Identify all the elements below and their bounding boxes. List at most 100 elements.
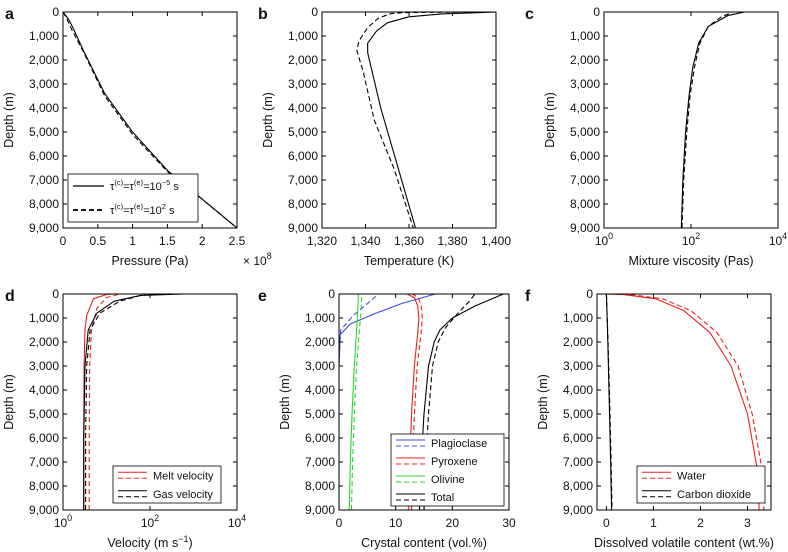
panel-letter-d: d bbox=[5, 288, 15, 305]
series-group-b bbox=[356, 12, 496, 228]
x-tick-label-a-4: 2 bbox=[199, 234, 206, 248]
y-tick-label-a-0: 0 bbox=[52, 5, 59, 19]
y-tick-label-b-3: 3,000 bbox=[288, 77, 318, 91]
legend-label-a-1: τ(c)=τ(e)=102 s bbox=[110, 202, 175, 217]
y-tick-label-a-5: 5,000 bbox=[29, 125, 59, 139]
panel-letter-b: b bbox=[258, 6, 268, 23]
series-group-c bbox=[680, 12, 745, 228]
y-tick-label-e-6: 6,000 bbox=[305, 431, 335, 445]
y-tick-label-b-8: 8,000 bbox=[288, 197, 318, 211]
y-tick-label-f-8: 8,000 bbox=[563, 479, 593, 493]
y-tick-label-b-2: 2,000 bbox=[288, 53, 318, 67]
series-line-f-1 bbox=[606, 294, 765, 510]
y-tick-label-d-7: 7,000 bbox=[29, 455, 59, 469]
series-group-d bbox=[83, 294, 184, 510]
x-tick-label-a-5: 2.5 bbox=[229, 234, 246, 248]
x-tick-label-a-3: 1.5 bbox=[159, 234, 176, 248]
x-tick-label-c-2: 104 bbox=[769, 231, 787, 248]
y-tick-label-c-0: 0 bbox=[593, 5, 600, 19]
y-tick-label-a-2: 2,000 bbox=[29, 53, 59, 67]
y-tick-label-e-7: 7,000 bbox=[305, 455, 335, 469]
x-axis-label-b: Temperature (K) bbox=[364, 254, 454, 268]
y-tick-label-f-4: 4,000 bbox=[563, 383, 593, 397]
y-tick-label-c-5: 5,000 bbox=[570, 125, 600, 139]
y-tick-label-b-6: 6,000 bbox=[288, 149, 318, 163]
series-line-e-0 bbox=[339, 294, 436, 510]
x-tick-label-b-3: 1,380 bbox=[437, 234, 467, 248]
legend-a: τ(c)=τ(e)=10−5 s τ(c)=τ(e)=102 s bbox=[67, 173, 199, 223]
x-tick-label-d-0: 100 bbox=[54, 513, 72, 530]
panel-letter-a: a bbox=[5, 6, 14, 23]
y-tick-label-f-0: 0 bbox=[586, 287, 593, 301]
x-tick-label-a-1: 0.5 bbox=[89, 234, 106, 248]
y-tick-label-c-7: 7,000 bbox=[570, 173, 600, 187]
legend-label-e-0: Plagioclase bbox=[431, 438, 487, 450]
y-tick-label-f-5: 5,000 bbox=[563, 407, 593, 421]
x-tick-label-b-4: 1,400 bbox=[481, 234, 511, 248]
y-tick-label-d-9: 9,000 bbox=[29, 503, 59, 517]
y-tick-label-e-8: 8,000 bbox=[305, 479, 335, 493]
y-tick-label-f-3: 3,000 bbox=[563, 359, 593, 373]
plot-frame-e bbox=[338, 293, 510, 511]
series-line-d-2 bbox=[83, 294, 184, 510]
x-axis-label-f: Dissolved volatile content (wt.%) bbox=[594, 536, 774, 550]
y-tick-label-e-2: 2,000 bbox=[305, 335, 335, 349]
y-tick-label-d-2: 2,000 bbox=[29, 335, 59, 349]
plot-frame-a bbox=[62, 11, 238, 229]
y-tick-label-a-9: 9,000 bbox=[29, 221, 59, 235]
y-tick-label-f-9: 9,000 bbox=[563, 503, 593, 517]
legend-label-f-0: Water bbox=[677, 470, 706, 482]
plot-frame-f bbox=[596, 293, 772, 511]
y-tick-label-d-5: 5,000 bbox=[29, 407, 59, 421]
y-tick-label-a-1: 1,000 bbox=[29, 29, 59, 43]
panel-c: 0 1,000 2,000 3,000 4,000 5,000 6,000 7,000 8,00… bbox=[525, 5, 787, 268]
y-tick-label-b-7: 7,000 bbox=[288, 173, 318, 187]
x-tick-label-e-2: 20 bbox=[446, 516, 460, 530]
panel-e: 0 1,000 2,000 3,000 4,000 5,000 6,000 7,000 8,00… bbox=[258, 287, 516, 550]
legend-label-e-2: Olivine bbox=[431, 474, 465, 486]
y-tick-label-a-3: 3,000 bbox=[29, 77, 59, 91]
x-tick-label-e-0: 0 bbox=[336, 516, 343, 530]
x-axis-label-c: Mixture viscosity (Pas) bbox=[628, 254, 753, 268]
series-line-f-3 bbox=[605, 294, 613, 510]
y-tick-label-e-4: 4,000 bbox=[305, 383, 335, 397]
legend-box-a bbox=[67, 173, 199, 223]
legend-f: Water Carbon dioxide bbox=[636, 465, 766, 504]
y-tick-label-a-7: 7,000 bbox=[29, 173, 59, 187]
y-tick-label-f-7: 7,000 bbox=[563, 455, 593, 469]
y-axis-label-e: Depth (m) bbox=[278, 374, 292, 430]
panel-b: 0 1,000 2,000 3,000 4,000 5,000 6,000 7,000 8,00… bbox=[258, 5, 511, 268]
y-axis-label-d: Depth (m) bbox=[2, 374, 16, 430]
x-tick-label-f-2: 2 bbox=[697, 516, 704, 530]
y-tick-label-c-9: 9,000 bbox=[570, 221, 600, 235]
y-tick-label-a-4: 4,000 bbox=[29, 101, 59, 115]
plot-frame-b bbox=[321, 11, 497, 229]
legend-d: Melt velocity Gas velocity bbox=[112, 465, 222, 504]
y-tick-label-f-2: 2,000 bbox=[563, 335, 593, 349]
series-line-e-5 bbox=[350, 294, 363, 510]
x-tick-label-a-2: 1 bbox=[129, 234, 136, 248]
y-tick-label-d-4: 4,000 bbox=[29, 383, 59, 397]
series-line-a-1 bbox=[63, 12, 237, 228]
panel-letter-c: c bbox=[525, 6, 534, 23]
legend-label-e-1: Pyroxene bbox=[431, 456, 477, 468]
series-line-e-1 bbox=[339, 294, 380, 510]
panel-letter-e: e bbox=[258, 288, 267, 305]
y-axis-label-a: Depth (m) bbox=[2, 92, 16, 148]
x-tick-label-c-1: 102 bbox=[682, 231, 700, 248]
legend-label-d-0: Melt velocity bbox=[153, 470, 214, 482]
x-tick-label-f-3: 3 bbox=[744, 516, 751, 530]
y-tick-label-b-0: 0 bbox=[311, 5, 318, 19]
y-axis-label-c: Depth (m) bbox=[543, 92, 557, 148]
series-line-e-4 bbox=[348, 294, 359, 510]
x-tick-label-a-0: 0 bbox=[60, 234, 67, 248]
y-tick-label-b-9: 9,000 bbox=[288, 221, 318, 235]
panel-letter-f: f bbox=[525, 288, 531, 305]
x-axis-label-d: Velocity (m s−1) bbox=[107, 534, 192, 550]
series-line-b-1 bbox=[356, 12, 475, 228]
plot-frame-c bbox=[603, 11, 779, 229]
x-tick-label-e-3: 30 bbox=[502, 516, 516, 530]
y-tick-label-b-1: 1,000 bbox=[288, 29, 318, 43]
y-tick-label-d-8: 8,000 bbox=[29, 479, 59, 493]
